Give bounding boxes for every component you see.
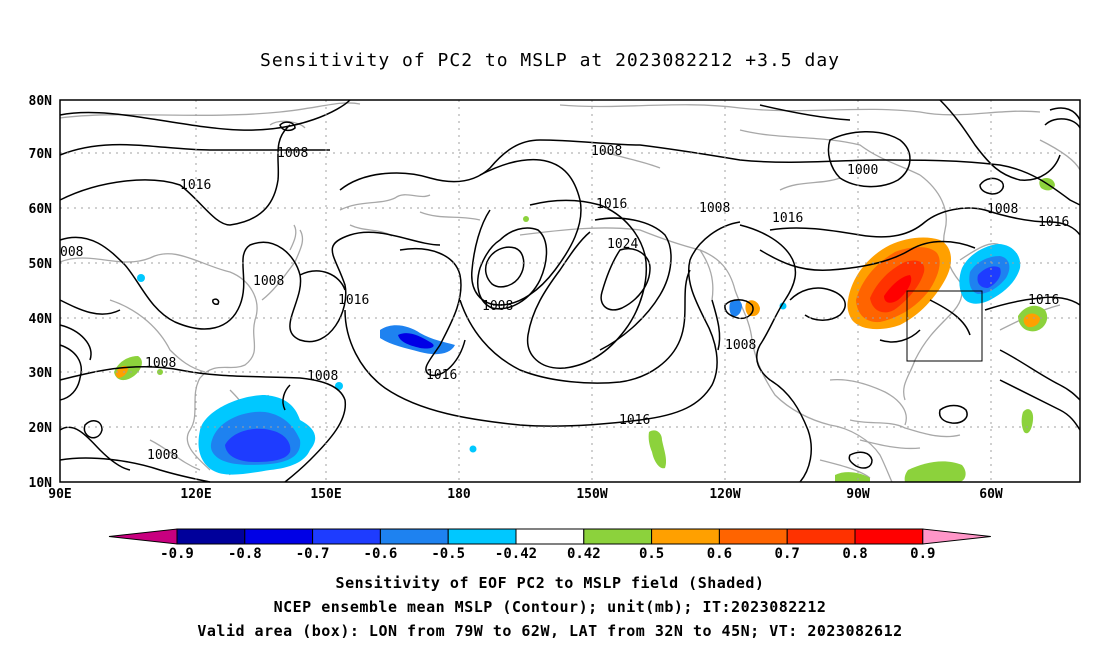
contour-label: 1024 [607,237,638,252]
colorbar-box [379,528,449,545]
contour-label: 1008 [145,356,176,371]
colorbar: -0.9 -0.8 -0.7 -0.6 -0.5 -0.42 0.42 0.5 0.6 0.7 0.… [108,528,991,562]
colorbar-label: 0.8 [842,546,867,562]
lon-label: 90W [846,487,870,502]
footer-line-1: Sensitivity of EOF PC2 to MSLP field (Sh… [335,574,765,592]
colorbar-label: -0.5 [431,546,465,562]
lon-label: 150E [310,487,341,502]
colorbar-label: 0.5 [639,546,664,562]
grid-lines [60,100,1080,482]
colorbar-label: -0.42 [495,546,537,562]
colorbar-box [854,528,924,545]
latitude-labels: 80N 70N 60N 50N 40N 30N 20N 10N [29,94,53,491]
colorbar-box [312,528,381,545]
lon-label: 120W [709,487,740,502]
lon-label: 180 [447,487,471,502]
lon-label: 60W [979,487,1003,502]
colorbar-box [244,528,314,545]
colorbar-box [718,528,788,545]
contour-label: 1008 [147,448,178,463]
colorbar-label: 0.6 [707,546,732,562]
lat-label: 80N [29,94,53,109]
map-frame [59,99,1081,483]
map-title: Sensitivity of PC2 to MSLP at 2023082212… [259,50,840,71]
colorbar-box [786,528,856,545]
contour-labels: 1008 1016 008 1008 1016 1008 1008 1008 1… [60,144,1069,463]
contour-label: 1016 [1038,215,1069,230]
contour-label: 1016 [338,293,369,308]
colorbar-box [651,528,720,545]
contour-label: 1008 [725,338,756,353]
colorbar-arrow-high [922,528,991,545]
sensitivity-shading [114,177,1055,482]
footer-line-3: Valid area (box): LON from 79W to 62W, L… [197,622,903,640]
colorbar-label: -0.8 [228,546,262,562]
contour-label: 1000 [847,163,878,178]
contour-label: 1016 [596,197,627,212]
colorbar-label: 0.9 [910,546,935,562]
colorbar-label: -0.7 [296,546,330,562]
contour-label: 1016 [180,178,211,193]
lat-label: 10N [29,476,53,491]
lat-label: 20N [29,421,53,436]
valid-area-box [906,290,983,362]
footer-line-2: NCEP ensemble mean MSLP (Contour); unit(… [273,598,827,616]
contour-label: 1008 [307,369,338,384]
contour-label: 008 [60,245,83,260]
colorbar-arrow-low [108,528,178,545]
lat-label: 70N [29,147,53,162]
lat-label: 60N [29,202,53,217]
mslp-contours [59,99,1081,483]
colorbar-box [176,528,246,545]
colorbar-box [515,528,585,545]
contour-label: 1008 [987,202,1018,217]
contour-label: 1016 [772,211,803,226]
colorbar-label: -0.9 [160,546,194,562]
colorbar-box [583,528,653,545]
contour-label: 1016 [1028,293,1059,308]
contour-label: 1008 [482,299,513,314]
contour-label: 1008 [699,201,730,216]
lat-label: 50N [29,257,53,272]
contour-label: 1008 [591,144,622,159]
longitude-labels: 90E 120E 150E 180 150W 120W 90W 60W [48,487,1003,502]
lat-label: 30N [29,366,53,381]
colorbar-label: 0.42 [567,546,601,562]
lat-label: 40N [29,312,53,327]
contour-label: 1016 [426,368,457,383]
contour-label: 1008 [253,274,284,289]
lon-label: 120E [180,487,211,502]
lon-label: 90E [48,487,71,502]
colorbar-label: 0.7 [775,546,800,562]
contour-label: 1008 [277,146,308,161]
colorbar-box [447,528,517,545]
colorbar-label: -0.6 [364,546,398,562]
lon-label: 150W [576,487,607,502]
contour-label: 1016 [619,413,650,428]
